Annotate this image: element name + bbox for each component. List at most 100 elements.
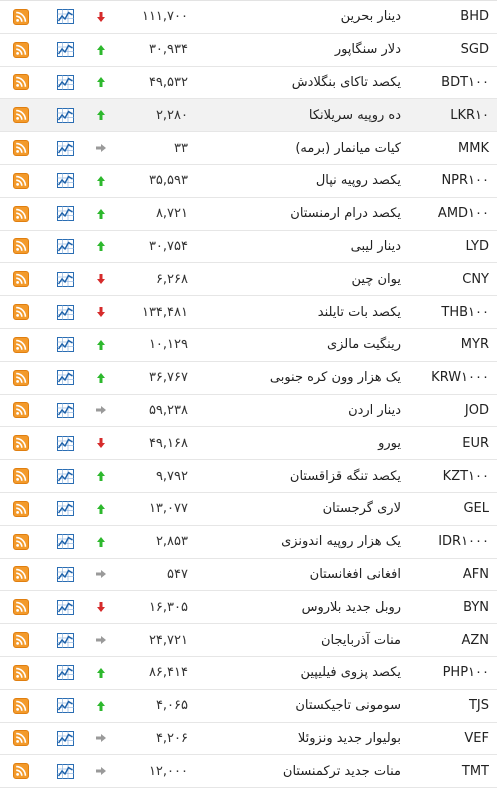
chart-icon[interactable] bbox=[56, 362, 74, 394]
rss-icon[interactable] bbox=[12, 132, 30, 164]
rss-icon[interactable] bbox=[12, 329, 30, 361]
currency-name[interactable]: یکصد بات تایلند bbox=[317, 304, 401, 320]
rss-icon[interactable] bbox=[12, 624, 30, 656]
rss-icon[interactable] bbox=[12, 427, 30, 459]
currency-row[interactable]: JOD دینار اردن ۵۹,۲۳۸ bbox=[0, 395, 497, 428]
chart-icon-graphic[interactable] bbox=[56, 140, 74, 156]
currency-row[interactable]: TMT منات جدید ترکمنستان ۱۲,۰۰۰ bbox=[0, 755, 497, 789]
rss-icon[interactable] bbox=[12, 198, 30, 230]
chart-icon-graphic[interactable] bbox=[56, 599, 74, 615]
rss-icon[interactable] bbox=[12, 34, 30, 66]
rss-icon[interactable] bbox=[12, 559, 30, 591]
rss-icon-graphic[interactable] bbox=[13, 336, 29, 353]
rss-icon-graphic[interactable] bbox=[13, 730, 29, 747]
currency-name[interactable]: یکصد تاکای بنگلادش bbox=[291, 74, 401, 90]
currency-name[interactable]: یک هزار روپیه اندونزی bbox=[281, 534, 401, 550]
currency-name[interactable]: دینار لیبی bbox=[350, 238, 401, 254]
rss-icon-graphic[interactable] bbox=[13, 664, 29, 681]
currency-name[interactable]: یورو bbox=[378, 435, 401, 451]
rss-icon[interactable] bbox=[12, 690, 30, 722]
currency-row[interactable]: BYN روبل جدید بلاروس ۱۶,۳۰۵ bbox=[0, 591, 497, 625]
rss-icon[interactable] bbox=[12, 296, 30, 328]
rss-icon-graphic[interactable] bbox=[13, 435, 29, 452]
chart-icon-graphic[interactable] bbox=[56, 698, 74, 714]
rss-icon-graphic[interactable] bbox=[13, 500, 29, 517]
currency-row[interactable]: AMD۱۰۰ یکصد درام ارمنستان ۸,۷۲۱ bbox=[0, 198, 497, 231]
rss-icon-graphic[interactable] bbox=[13, 107, 29, 124]
chart-icon[interactable] bbox=[56, 67, 74, 99]
rss-icon-graphic[interactable] bbox=[13, 763, 29, 780]
rss-icon[interactable] bbox=[12, 263, 30, 295]
chart-icon[interactable] bbox=[56, 493, 74, 525]
rss-icon[interactable] bbox=[12, 723, 30, 755]
currency-name[interactable]: یوان چین bbox=[351, 271, 401, 287]
rss-icon[interactable] bbox=[12, 526, 30, 558]
chart-icon[interactable] bbox=[56, 1, 74, 33]
currency-name[interactable]: دینار بحرین bbox=[340, 9, 401, 25]
currency-row[interactable]: GEL لاری گرجستان ۱۳,۰۷۷ bbox=[0, 493, 497, 526]
currency-row[interactable]: AZN منات آذربایجان ۲۴,۷۲۱ bbox=[0, 624, 497, 657]
rss-icon-graphic[interactable] bbox=[13, 402, 29, 419]
chart-icon[interactable] bbox=[56, 657, 74, 689]
currency-row[interactable]: NPR۱۰۰ یکصد روپیه نپال ۳۵,۵۹۳ bbox=[0, 165, 497, 198]
rss-icon-graphic[interactable] bbox=[13, 205, 29, 222]
rss-icon[interactable] bbox=[12, 362, 30, 394]
currency-row[interactable]: KZT۱۰۰ یکصد تنگه قزاقستان ۹,۷۹۲ bbox=[0, 460, 497, 493]
currency-name[interactable]: بولیوار جدید ونزوئلا bbox=[297, 730, 401, 746]
chart-icon-graphic[interactable] bbox=[56, 42, 74, 58]
rss-icon[interactable] bbox=[12, 657, 30, 689]
currency-row[interactable]: PHP۱۰۰ یکصد پزوی فیلیپین ۸۶,۴۱۴ bbox=[0, 657, 497, 690]
rss-icon-graphic[interactable] bbox=[13, 566, 29, 583]
chart-icon-graphic[interactable] bbox=[56, 402, 74, 418]
chart-icon-graphic[interactable] bbox=[56, 370, 74, 386]
currency-row[interactable]: TJS سومونی تاجیکستان ۴,۰۶۵ bbox=[0, 690, 497, 723]
rss-icon[interactable] bbox=[12, 231, 30, 263]
currency-name[interactable]: یک هزار وون کره جنوبی bbox=[269, 370, 401, 386]
rss-icon-graphic[interactable] bbox=[13, 74, 29, 91]
rss-icon-graphic[interactable] bbox=[13, 8, 29, 25]
chart-icon-graphic[interactable] bbox=[56, 107, 74, 123]
chart-icon[interactable] bbox=[56, 296, 74, 328]
currency-name[interactable]: روبل جدید بلاروس bbox=[301, 599, 401, 615]
chart-icon[interactable] bbox=[56, 165, 74, 197]
chart-icon[interactable] bbox=[56, 329, 74, 361]
chart-icon-graphic[interactable] bbox=[56, 534, 74, 550]
rss-icon[interactable] bbox=[12, 165, 30, 197]
chart-icon[interactable] bbox=[56, 526, 74, 558]
currency-name[interactable]: رینگیت مالزی bbox=[326, 337, 401, 353]
chart-icon[interactable] bbox=[56, 591, 74, 623]
rss-icon-graphic[interactable] bbox=[13, 468, 29, 485]
chart-icon-graphic[interactable] bbox=[56, 435, 74, 451]
chart-icon-graphic[interactable] bbox=[56, 173, 74, 189]
chart-icon[interactable] bbox=[56, 198, 74, 230]
currency-row[interactable]: KRW۱۰۰۰ یک هزار وون کره جنوبی ۳۶,۷۶۷ bbox=[0, 362, 497, 395]
chart-icon-graphic[interactable] bbox=[56, 501, 74, 517]
chart-icon-graphic[interactable] bbox=[56, 271, 74, 287]
chart-icon-graphic[interactable] bbox=[56, 9, 74, 25]
currency-row[interactable]: SGD دلار سنگاپور ۳۰,۹۳۴ bbox=[0, 34, 497, 67]
chart-icon[interactable] bbox=[56, 427, 74, 459]
chart-icon-graphic[interactable] bbox=[56, 468, 74, 484]
chart-icon-graphic[interactable] bbox=[56, 74, 74, 90]
chart-icon-graphic[interactable] bbox=[56, 206, 74, 222]
chart-icon-graphic[interactable] bbox=[56, 304, 74, 320]
chart-icon[interactable] bbox=[56, 132, 74, 164]
currency-row[interactable]: AFN افغانی افغانستان ۵۴۷ bbox=[0, 559, 497, 592]
currency-name[interactable]: منات آذربایجان bbox=[321, 632, 401, 648]
rss-icon-graphic[interactable] bbox=[13, 533, 29, 550]
rss-icon-graphic[interactable] bbox=[13, 238, 29, 255]
chart-icon[interactable] bbox=[56, 755, 74, 787]
chart-icon[interactable] bbox=[56, 395, 74, 427]
currency-name[interactable]: یکصد تنگه قزاقستان bbox=[289, 468, 401, 484]
currency-row[interactable]: LKR۱۰ ده روپیه سریلانکا ۲,۲۸۰ bbox=[0, 99, 497, 133]
chart-icon-graphic[interactable] bbox=[56, 238, 74, 254]
currency-row[interactable]: THB۱۰۰ یکصد بات تایلند ۱۳۴,۴۸۱ bbox=[0, 296, 497, 329]
rss-icon[interactable] bbox=[12, 493, 30, 525]
chart-icon-graphic[interactable] bbox=[56, 665, 74, 681]
rss-icon[interactable] bbox=[12, 591, 30, 623]
currency-name[interactable]: یکصد درام ارمنستان bbox=[290, 206, 401, 222]
chart-icon[interactable] bbox=[56, 263, 74, 295]
chart-icon[interactable] bbox=[56, 723, 74, 755]
currency-name[interactable]: کیات میانمار (برمه) bbox=[295, 140, 401, 156]
currency-name[interactable]: افغانی افغانستان bbox=[309, 566, 401, 582]
